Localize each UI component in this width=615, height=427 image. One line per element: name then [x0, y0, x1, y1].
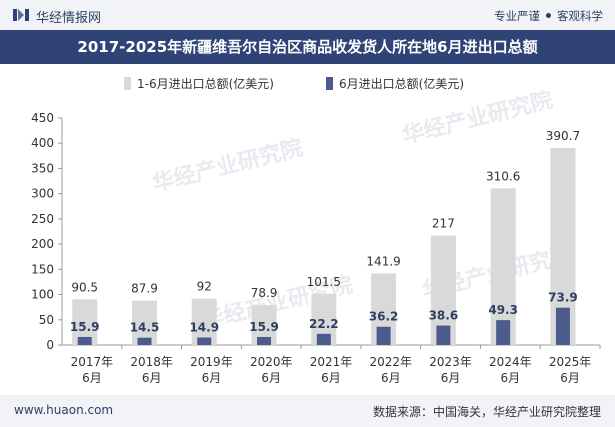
bar-total — [490, 188, 516, 345]
chart-title: 2017-2025年新疆维吾尔自治区商品收发货人所在地6月进出口总额 — [77, 38, 538, 56]
brand-name: 华经情报网 — [36, 11, 102, 26]
data-label-june: 73.9 — [548, 291, 578, 305]
data-label-june: 49.3 — [488, 303, 518, 317]
x-tick-label-month: 6月 — [202, 371, 222, 385]
data-label-june: 36.2 — [369, 310, 399, 324]
x-tick-label-month: 6月 — [261, 371, 281, 385]
x-tick-label-month: 6月 — [501, 371, 521, 385]
data-label-total: 101.5 — [307, 275, 341, 289]
bar-chart: 0 50 100 150 200 250 300 350 400 450 90.5 15.9 2017年… — [31, 111, 601, 385]
x-tick-label-year: 2022年 — [370, 355, 413, 369]
data-label-june: 15.9 — [70, 320, 100, 334]
legend-label-june: 6月进出口总额(亿美元) — [339, 77, 464, 91]
tag-rigorous: 专业严谨 — [494, 9, 540, 23]
legend-item-june: 6月进出口总额(亿美元) — [326, 75, 464, 92]
data-source: 数据来源：中国海关，华经产业研究院整理 — [372, 405, 601, 419]
y-tick-label: 250 — [31, 212, 54, 226]
data-label-total: 390.7 — [546, 129, 580, 143]
footer-bar: www.huaon.com 数据来源：中国海关，华经产业研究院整理 — [0, 395, 615, 427]
y-tick-label: 100 — [31, 288, 54, 302]
legend-swatch-june — [326, 77, 333, 90]
header-tags: 专业严谨 客观科学 — [494, 8, 603, 24]
y-tick-label: 50 — [39, 313, 54, 327]
x-tick-label-month: 6月 — [142, 371, 162, 385]
data-label-june: 14.5 — [130, 321, 160, 335]
x-tick-label-year: 2020年 — [250, 355, 293, 369]
x-tick-label-year: 2017年 — [71, 355, 114, 369]
bar-june — [376, 326, 391, 345]
x-tick-label-year: 2025年 — [549, 355, 592, 369]
y-tick-label: 450 — [31, 111, 54, 125]
legend-item-total: 1-6月进出口总额(亿美元) — [124, 75, 274, 92]
data-label-total: 87.9 — [131, 282, 158, 296]
bar-june — [436, 325, 451, 345]
x-tick-label-year: 2019年 — [190, 355, 233, 369]
bar-june — [77, 336, 92, 345]
data-label-total: 141.9 — [366, 254, 400, 268]
bar-total — [131, 300, 157, 345]
title-bar: 2017-2025年新疆维吾尔自治区商品收发货人所在地6月进出口总额 — [0, 30, 615, 64]
data-label-june: 14.9 — [189, 320, 219, 334]
tag-objective: 客观科学 — [557, 9, 603, 23]
data-label-total: 92 — [197, 280, 212, 294]
bar-june — [137, 337, 152, 345]
y-tick-label: 300 — [31, 187, 54, 201]
y-tick-label: 400 — [31, 136, 54, 150]
data-label-june: 38.6 — [429, 309, 459, 323]
y-tick-label: 150 — [31, 262, 54, 276]
data-label-total: 310.6 — [486, 169, 520, 183]
data-label-total: 78.9 — [251, 286, 278, 300]
data-label-total: 90.5 — [71, 280, 98, 294]
x-tick-label-year: 2018年 — [130, 355, 173, 369]
x-tick-label-month: 6月 — [321, 371, 341, 385]
x-tick-label-month: 6月 — [560, 371, 580, 385]
x-tick-label-month: 6月 — [441, 371, 461, 385]
bar-june — [496, 320, 511, 345]
x-tick-label-month: 6月 — [82, 371, 102, 385]
chart-legend: 1-6月进出口总额(亿美元) 6月进出口总额(亿美元) — [0, 72, 615, 94]
bar-june — [555, 307, 570, 345]
data-label-total: 217 — [432, 217, 455, 231]
data-label-june: 22.2 — [309, 317, 339, 331]
y-tick-label: 350 — [31, 161, 54, 175]
bar-june — [257, 336, 272, 345]
x-tick-label-year: 2023年 — [429, 355, 472, 369]
legend-swatch-total — [124, 77, 131, 90]
x-tick-label-year: 2024年 — [489, 355, 532, 369]
bar-total — [191, 298, 217, 345]
footer-url: www.huaon.com — [14, 403, 114, 417]
x-tick-label-year: 2021年 — [310, 355, 353, 369]
top-bar: 华经情报网 专业严谨 客观科学 — [0, 0, 615, 30]
data-label-june: 15.9 — [249, 320, 279, 334]
dot-separator-icon — [546, 13, 551, 18]
legend-label-total: 1-6月进出口总额(亿美元) — [137, 77, 274, 91]
bar-june — [197, 337, 212, 345]
x-tick-label-month: 6月 — [381, 371, 401, 385]
huaon-logo-icon — [13, 9, 29, 21]
y-tick-label: 0 — [46, 338, 54, 352]
bar-june — [316, 333, 331, 345]
y-tick-label: 200 — [31, 237, 54, 251]
